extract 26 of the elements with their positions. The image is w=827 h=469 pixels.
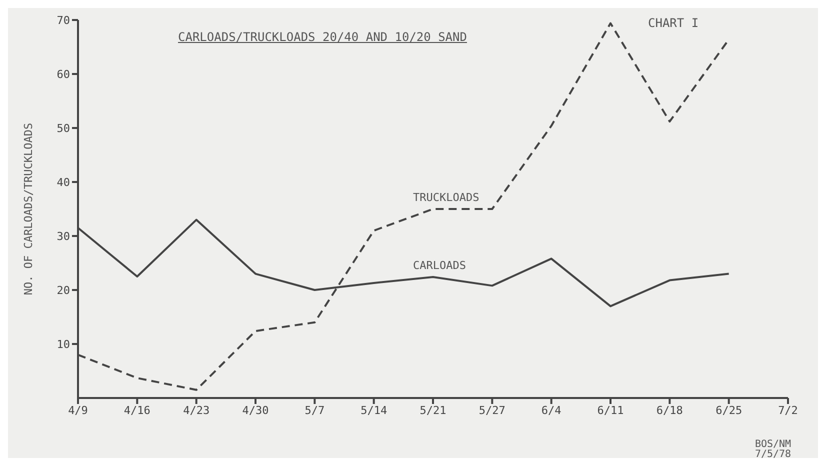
y-tick-label: 30 xyxy=(56,230,70,243)
text: BOS/NM 7/5/78 xyxy=(754,439,792,460)
x-tick-label: 4/16 xyxy=(124,404,150,417)
y-tick-label: 20 xyxy=(56,284,70,297)
x-tick-label: 4/9 xyxy=(68,404,88,417)
y-tick-label: 40 xyxy=(56,176,70,189)
y-tick-label: 50 xyxy=(56,122,70,135)
x-tick-label: 4/30 xyxy=(242,404,269,417)
x-tick-label: 5/27 xyxy=(478,404,506,417)
x-tick-label: 5/14 xyxy=(360,404,388,417)
x-tick-label: 6/25 xyxy=(716,404,742,417)
chart-subtitle: CHART I xyxy=(648,16,699,30)
x-tick-label: 5/7 xyxy=(304,404,325,417)
x-tick-label: 4/23 xyxy=(183,404,210,417)
y-tick-label: 60 xyxy=(56,68,70,81)
series-label: CARLOADS xyxy=(413,259,466,272)
x-tick-label: 5/21 xyxy=(420,404,446,417)
y-tick-label: 70 xyxy=(56,14,70,27)
x-tick-label: 6/18 xyxy=(656,404,683,417)
x-tick-label: 7/2 xyxy=(778,404,798,417)
x-tick-label: 6/11 xyxy=(597,404,624,417)
y-tick-label: 10 xyxy=(56,338,70,351)
text: CARLOADS/TRUCKLOADS 20/40 AND 10/20 SAND xyxy=(178,30,467,44)
x-tick-label: 6/4 xyxy=(541,404,562,417)
y-axis-title: NO. OF CARLOADS/TRUCKLOADS xyxy=(22,122,35,296)
series-label: TRUCKLOADS xyxy=(413,191,480,204)
